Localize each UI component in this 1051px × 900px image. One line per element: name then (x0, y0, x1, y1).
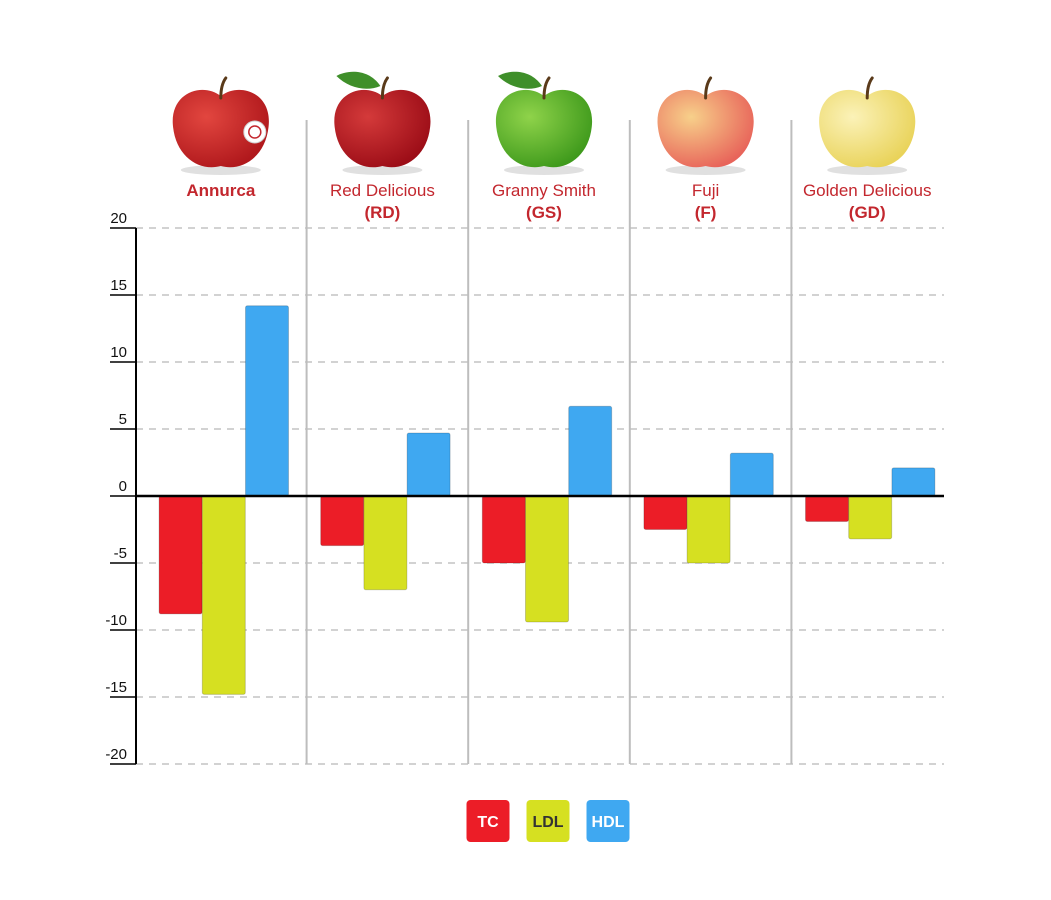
apple-images (172, 71, 916, 175)
apple-image (819, 76, 916, 175)
y-tick-label: 5 (119, 411, 127, 428)
bar-tc (158, 495, 203, 615)
bar-ldl (686, 495, 731, 564)
y-tick-label: -10 (105, 612, 127, 629)
category-separators (305, 120, 793, 764)
bar-tc (320, 495, 365, 547)
bar-hdl (729, 452, 774, 497)
y-tick-label: 15 (110, 277, 127, 294)
apple-image (657, 76, 754, 175)
bar-hdl (406, 432, 451, 497)
legend-item-hdl: HDL (586, 800, 630, 842)
bar-ldl (201, 495, 246, 695)
category-label: Granny Smith (492, 181, 596, 200)
y-tick-label: -15 (105, 679, 127, 696)
bar-tc (481, 495, 526, 564)
bar-hdl (568, 405, 613, 497)
category-abbreviation: (GS) (526, 203, 562, 222)
bar-hdl (891, 467, 936, 497)
category-label: Golden Delicious (803, 181, 932, 200)
bars (158, 305, 936, 695)
category-abbreviation: (GD) (849, 203, 886, 222)
legend-item-ldl: LDL (526, 800, 570, 842)
legend-swatch (586, 800, 630, 842)
category-abbreviation: (RD) (364, 203, 400, 222)
y-tick-label: 20 (110, 210, 127, 227)
y-tick-label: -20 (105, 746, 127, 763)
apple-image (172, 76, 269, 175)
bar-ldl (525, 495, 569, 623)
bar-ldl (848, 495, 893, 540)
legend-swatch (466, 800, 510, 842)
apple-image (495, 71, 593, 175)
y-tick-label: 10 (110, 344, 127, 361)
bar-tc (643, 495, 688, 530)
category-abbreviation: (F) (695, 203, 717, 222)
legend-swatch (526, 800, 570, 842)
axes (110, 227, 944, 765)
legend-item-tc: TC (466, 800, 510, 842)
apple-image (334, 71, 431, 175)
bar-ldl (363, 495, 408, 591)
y-tick-labels: 20 15 10 5 0 -5 -10 -15 -20 (105, 210, 127, 763)
legend-label: TC (477, 814, 499, 831)
legend-label: HDL (592, 814, 625, 831)
category-label: Red Delicious (330, 181, 435, 200)
y-tick-label: -5 (114, 545, 127, 562)
y-tick-label: 0 (119, 478, 127, 495)
legend-label: LDL (532, 814, 563, 831)
category-label: Annurca (186, 181, 256, 200)
category-label: Fuji (692, 181, 719, 200)
bar-tc (805, 495, 849, 522)
bar-hdl (245, 305, 289, 497)
category-labels: Annurca Red Delicious (RD) Granny Smith (GS)… (186, 181, 931, 222)
legend: TC LDL HDL (466, 800, 630, 842)
